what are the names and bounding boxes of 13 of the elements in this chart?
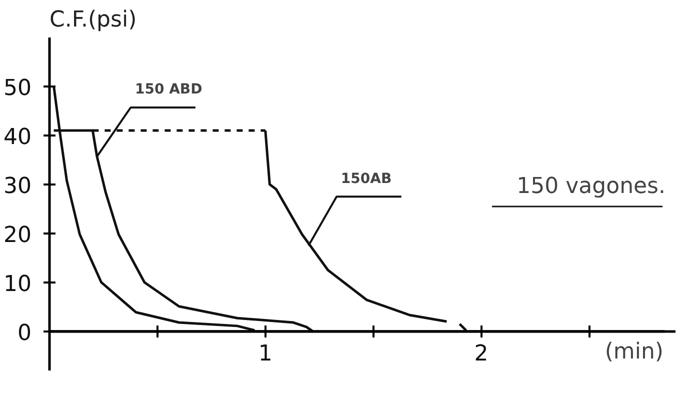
x-tick-label: 2 bbox=[474, 341, 488, 366]
y-tick-label: 40 bbox=[4, 124, 32, 150]
annotation: 150 ABD bbox=[134, 82, 202, 98]
y-axis-title: C.F.(psi) bbox=[50, 8, 137, 32]
x-tick-label: 1 bbox=[258, 341, 272, 366]
y-tick-label: 30 bbox=[4, 174, 32, 199]
y-tick-label: 0 bbox=[18, 320, 32, 346]
x-axis-title: (min) bbox=[604, 339, 664, 364]
annotation: 150AB bbox=[340, 170, 392, 187]
y-tick-label: 50 bbox=[4, 76, 32, 101]
annotation: 150 vagones. bbox=[516, 174, 666, 200]
y-tick-label: 20 bbox=[4, 222, 32, 248]
y-tick-label: 10 bbox=[4, 272, 32, 297]
